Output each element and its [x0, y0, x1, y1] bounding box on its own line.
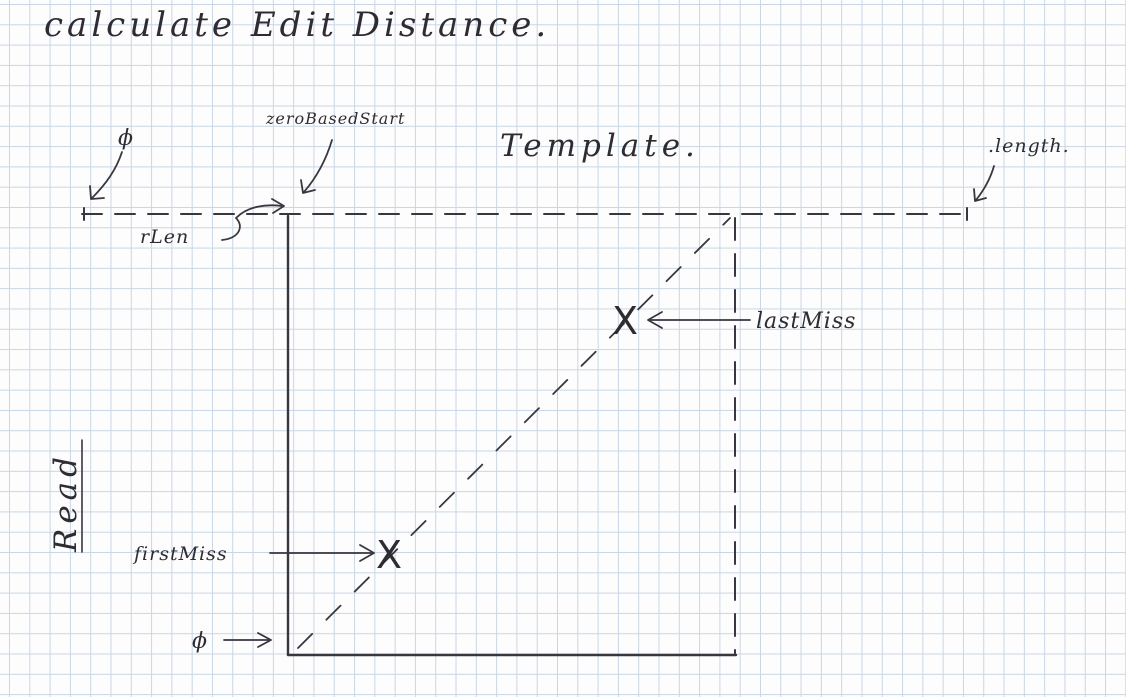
template-label: Template.: [500, 128, 700, 164]
rlen-label: rLen: [140, 226, 189, 248]
first-miss-label: firstMiss: [132, 543, 228, 565]
last-miss-label: lastMiss: [756, 309, 856, 334]
first-miss-marker: X: [376, 533, 402, 577]
read-label: Read: [48, 452, 84, 553]
phi-top-label: ϕ: [118, 126, 134, 151]
length-label: .length.: [988, 135, 1070, 157]
first-miss-arrowhead: [359, 544, 375, 562]
phi-top-arrowhead: [89, 185, 105, 200]
alignment-diagonal-dashed: [297, 217, 731, 649]
zero-based-start-label: zeroBasedStart: [265, 109, 405, 128]
diagram-title: calculate Edit Distance.: [44, 5, 550, 45]
zero-based-start-arrowhead: [300, 179, 316, 194]
last-miss-arrowhead: [647, 311, 663, 329]
rlen-arrowhead: [271, 198, 285, 214]
length-arrow: [975, 165, 995, 201]
zero-based-start-arrow: [303, 139, 333, 193]
phi-top-arrow: [91, 151, 123, 199]
last-miss-marker: X: [612, 299, 638, 343]
rlen-arrow: [221, 204, 283, 241]
phi-bottom-arrowhead: [257, 632, 272, 648]
phi-bottom-label: ϕ: [192, 629, 208, 654]
length-arrowhead: [973, 188, 987, 202]
